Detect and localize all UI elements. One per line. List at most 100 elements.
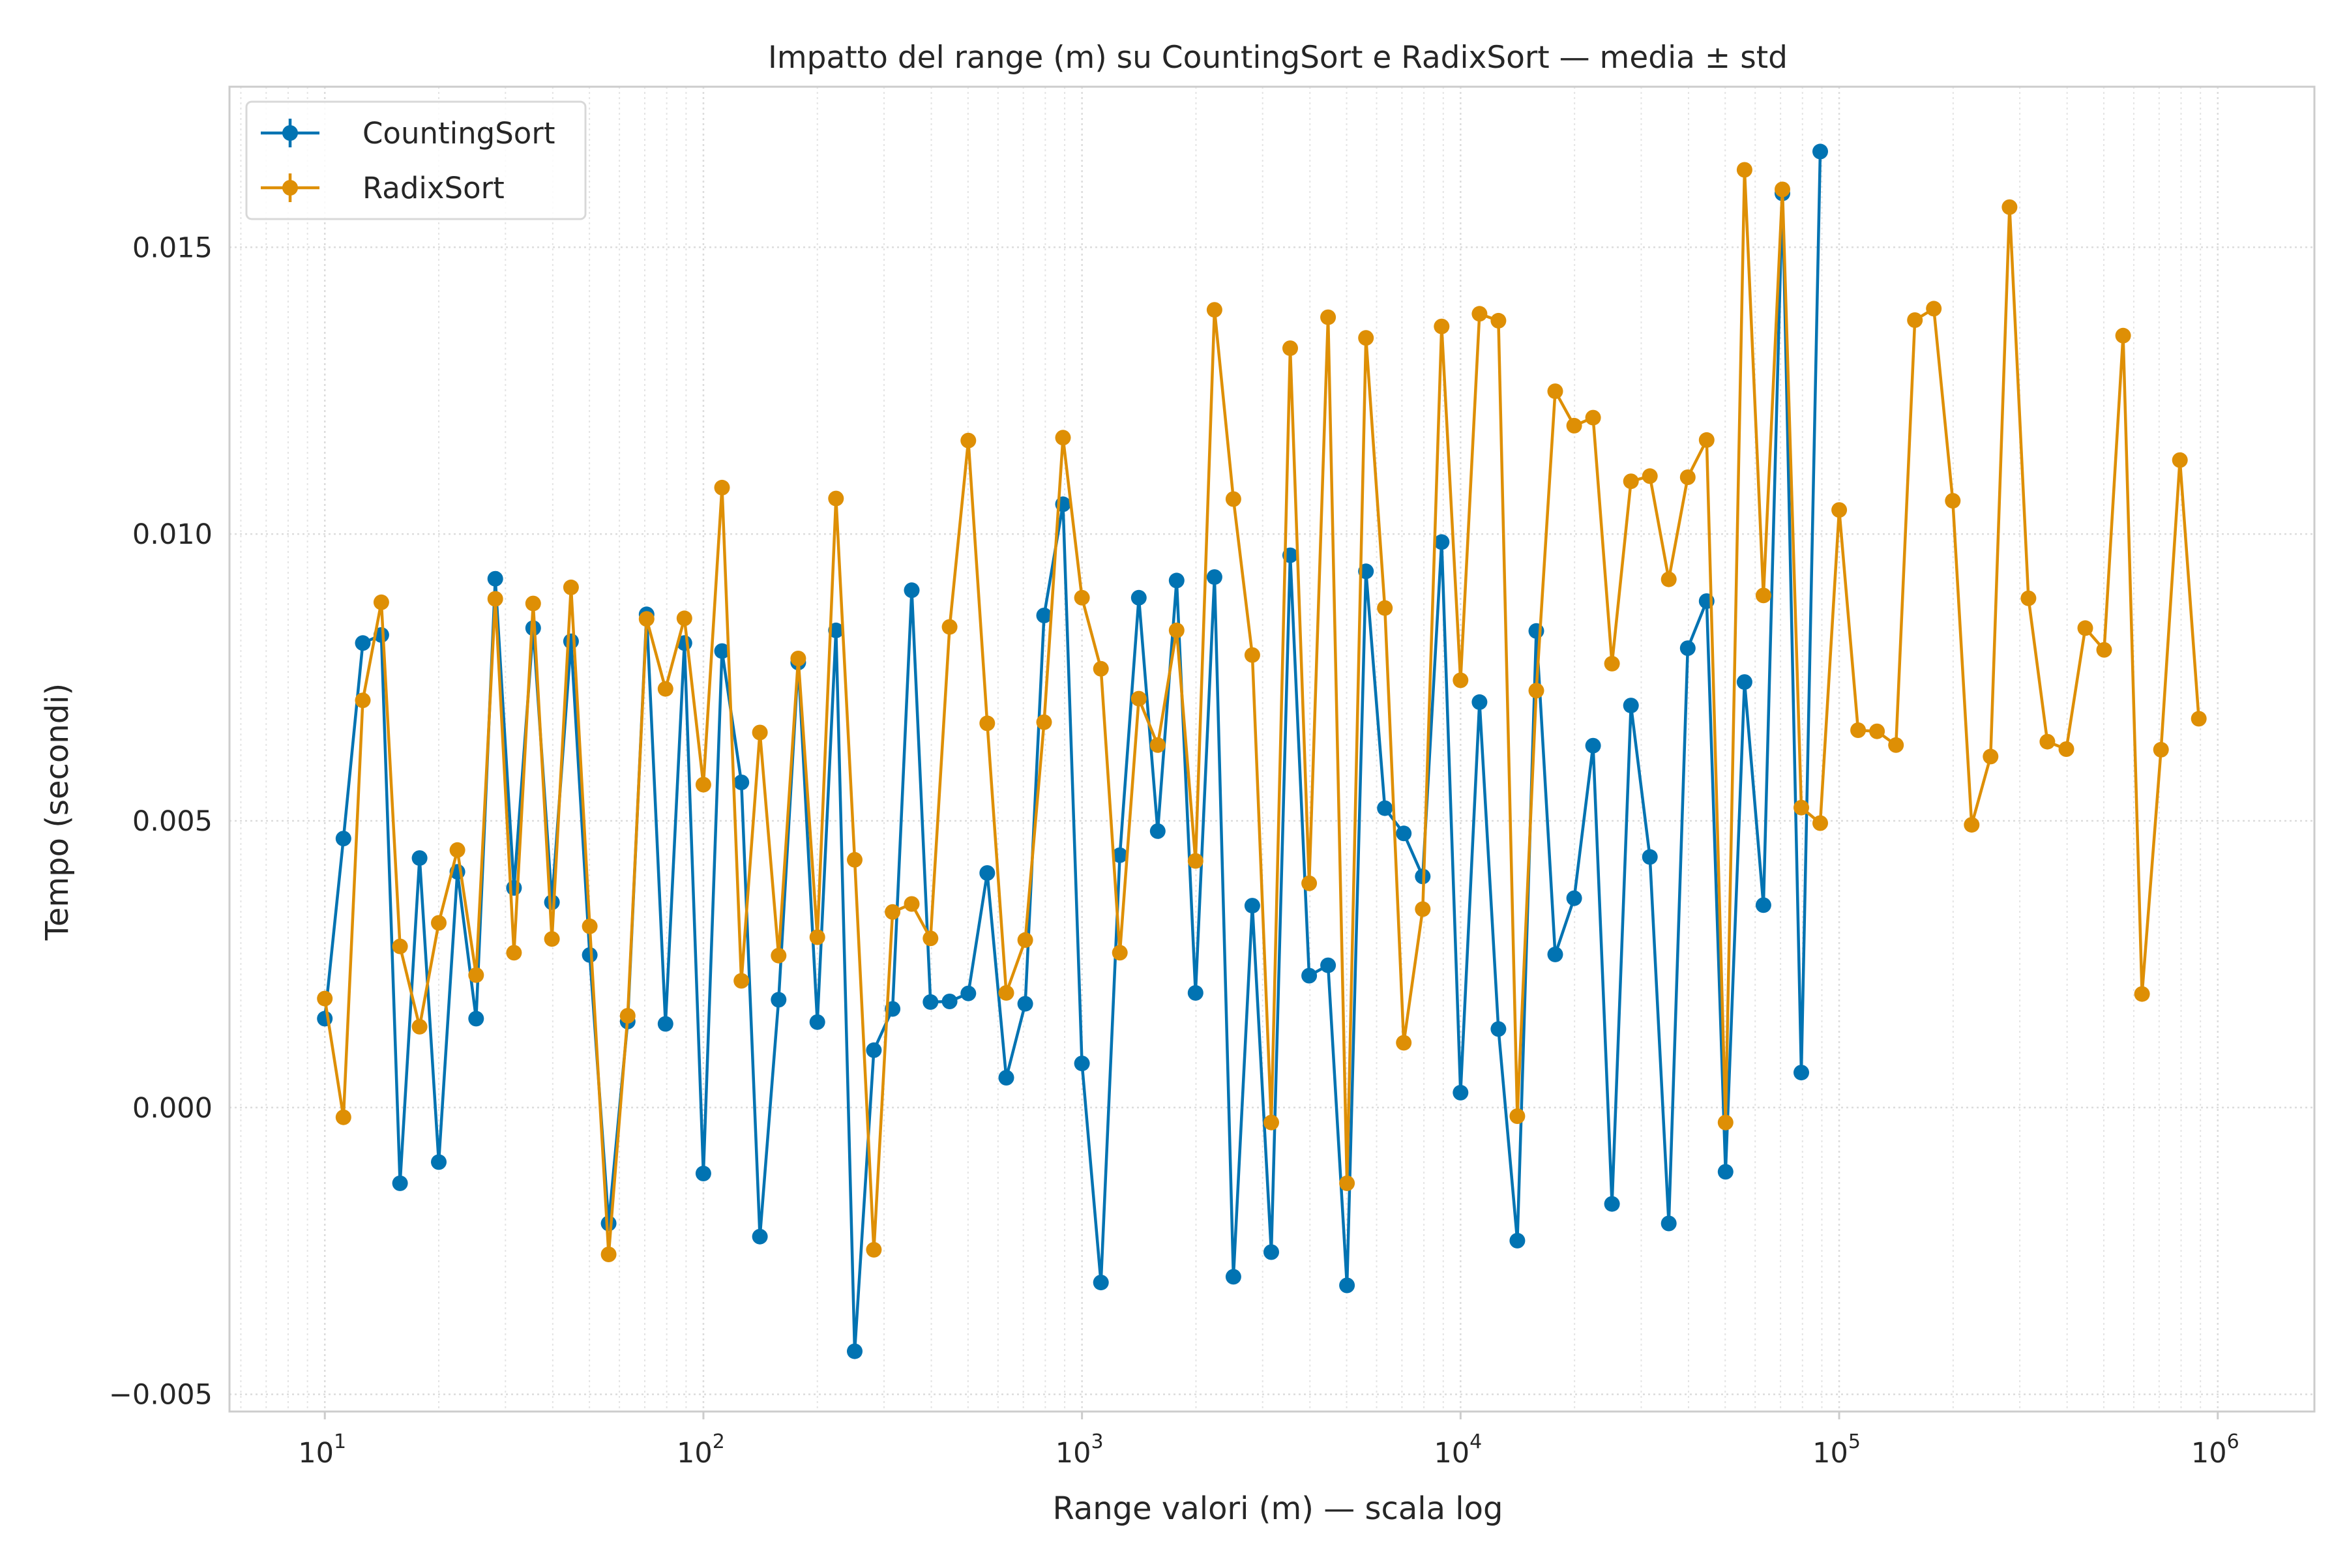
data-point [1964, 817, 1980, 833]
data-point [1717, 1114, 1734, 1131]
data-point [923, 930, 939, 947]
data-point [335, 1109, 351, 1125]
data-point [525, 595, 541, 612]
data-point [1339, 1277, 1355, 1294]
data-point [771, 992, 787, 1008]
data-point [1244, 647, 1260, 663]
legend-box [245, 100, 587, 220]
data-point [866, 1241, 882, 1258]
data-point [1320, 309, 1336, 325]
legend-item-RadixSort: RadixSort [261, 171, 505, 205]
data-point [1358, 330, 1374, 346]
data-point [1812, 815, 1828, 831]
data-point [1055, 430, 1071, 446]
data-point [1736, 674, 1752, 690]
data-point [1187, 984, 1203, 1001]
legend-marker [282, 180, 298, 196]
data-point [1642, 849, 1658, 865]
data-point [1945, 493, 1961, 509]
y-axis-ticks: −0.005 0.000 0.005 0.010 0.015 [109, 231, 213, 1411]
data-point [752, 1228, 768, 1245]
plot-area-frame [228, 85, 2316, 1413]
legend-item-CountingSort: CountingSort [261, 116, 555, 151]
data-point [1093, 1275, 1109, 1291]
data-point [1547, 946, 1563, 962]
legend-label: CountingSort [362, 116, 555, 151]
data-point [695, 777, 711, 793]
data-point [960, 432, 977, 449]
data-point [1017, 996, 1033, 1012]
data-point [1623, 698, 1639, 714]
data-point [1869, 723, 1885, 739]
data-point [2115, 327, 2131, 344]
data-point [1112, 945, 1128, 961]
data-point [2020, 590, 2037, 606]
data-point [2134, 986, 2150, 1002]
data-point [941, 619, 958, 635]
data-point [1130, 690, 1147, 707]
data-point [449, 842, 465, 858]
series-line [323, 168, 2200, 1256]
data-point [468, 967, 484, 983]
data-point [904, 896, 920, 912]
x-tick-label: 105 [1812, 1430, 1861, 1470]
data-point [904, 582, 920, 599]
data-point [1282, 340, 1298, 357]
data-point [1396, 1035, 1412, 1051]
data-point [809, 929, 825, 945]
data-point [1566, 417, 1582, 434]
data-point [1453, 1084, 1469, 1101]
y-tick-label: 0.000 [132, 1092, 213, 1125]
data-point [1036, 608, 1052, 623]
series-line [323, 151, 1822, 1353]
data-point [582, 918, 598, 934]
data-point [733, 973, 750, 989]
data-point [1017, 932, 1033, 948]
data-point [866, 1042, 882, 1058]
data-point [1528, 683, 1544, 699]
y-tick-label: −0.005 [109, 1379, 213, 1412]
data-point [355, 692, 371, 709]
data-point [1339, 1175, 1355, 1191]
data-point [1130, 589, 1147, 606]
data-point [1149, 823, 1166, 839]
data-point [563, 579, 579, 595]
data-point [1225, 1269, 1241, 1285]
data-point [1604, 655, 1620, 672]
data-point [847, 851, 863, 868]
data-point [1717, 1164, 1734, 1180]
y-tick-label: 0.015 [132, 231, 213, 264]
data-point [1642, 468, 1658, 484]
data-point [317, 990, 333, 1007]
data-point [2153, 741, 2169, 758]
data-point [1149, 737, 1166, 753]
data-point [373, 594, 389, 610]
data-point [431, 1154, 447, 1170]
x-tick-label: 102 [677, 1430, 725, 1470]
data-point [1698, 432, 1715, 448]
data-point [544, 894, 560, 910]
data-point [1074, 589, 1090, 606]
data-point [1679, 640, 1696, 657]
data-point [2001, 199, 2018, 215]
data-point [1755, 897, 1771, 913]
data-point [1377, 800, 1393, 816]
data-point [582, 947, 598, 963]
data-point [1623, 473, 1639, 490]
data-point [544, 931, 560, 947]
data-point [828, 622, 844, 638]
data-point [941, 994, 958, 1009]
data-point [335, 831, 351, 847]
data-point [1509, 1108, 1526, 1124]
data-point [1396, 825, 1412, 842]
data-point [1585, 409, 1601, 426]
data-point [1187, 853, 1203, 869]
data-point [1585, 737, 1601, 754]
chart-title: Impatto del range (m) su CountingSort e … [768, 40, 1788, 76]
data-point [1471, 306, 1488, 322]
data-point [998, 984, 1014, 1001]
data-point [1434, 318, 1450, 334]
data-point [733, 775, 750, 790]
data-point [809, 1014, 825, 1030]
